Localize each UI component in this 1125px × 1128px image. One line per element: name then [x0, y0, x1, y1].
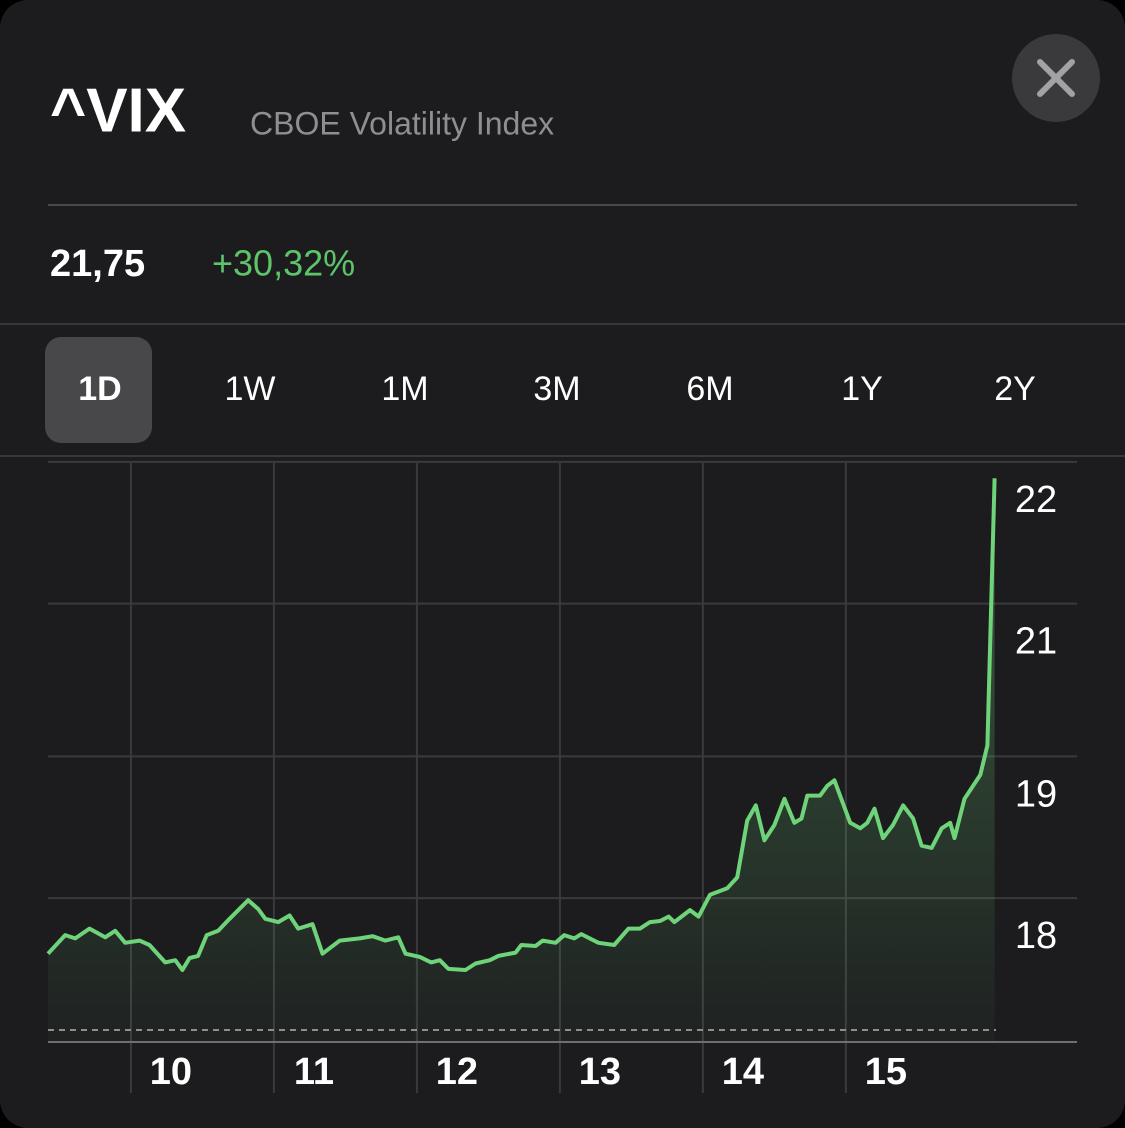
x-tick-label: 15 — [865, 1051, 907, 1093]
y-tick-label: 21 — [1015, 621, 1057, 663]
x-tick-label: 10 — [150, 1051, 192, 1093]
change: +30,32% — [212, 243, 355, 284]
range-tab[interactable]: 2Y — [994, 370, 1036, 408]
range-tab[interactable]: 1M — [381, 370, 428, 408]
x-tick-label: 11 — [294, 1051, 334, 1093]
range-tab[interactable]: 1Y — [841, 370, 883, 408]
company-name: CBOE Volatility Index — [250, 105, 554, 141]
price-line — [46, 478, 997, 972]
area-fill — [48, 478, 995, 1042]
x-tick-label: 13 — [579, 1051, 621, 1093]
y-tick-label: 18 — [1015, 915, 1057, 957]
close-icon[interactable] — [1037, 59, 1075, 97]
y-tick-label: 22 — [1015, 479, 1057, 521]
price: 21,75 — [50, 243, 145, 285]
tab-highlight[interactable] — [45, 337, 152, 443]
range-tab[interactable]: 6M — [686, 370, 733, 408]
close-button[interactable] — [1012, 34, 1100, 122]
range-tab[interactable]: 1D — [78, 370, 121, 408]
chart: 22 21 19 18 10 11 12 13 14 15 — [46, 460, 1077, 1093]
symbol: ^VIX — [50, 76, 186, 145]
range-tabs: 1D 1W 1M 3M 6M 1Y 2Y — [45, 337, 1036, 443]
range-tab[interactable]: 3M — [533, 370, 580, 408]
x-tick-label: 12 — [436, 1051, 478, 1093]
x-tick-label: 14 — [722, 1051, 764, 1093]
y-tick-label: 19 — [1015, 773, 1057, 815]
range-tab[interactable]: 1W — [225, 370, 276, 408]
